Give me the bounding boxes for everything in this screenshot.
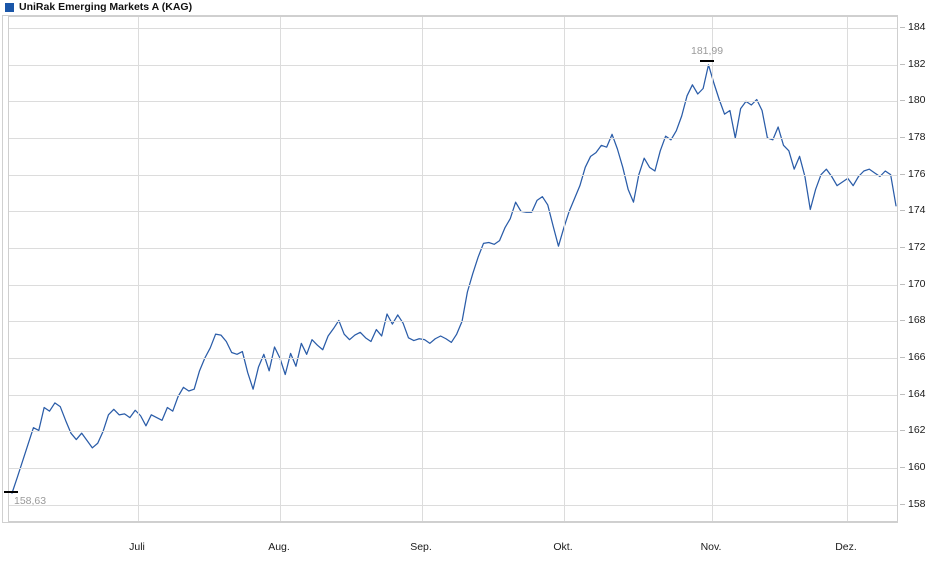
- y-tick-mark: [900, 394, 905, 395]
- gridline-horizontal: [9, 138, 897, 139]
- gridline-horizontal: [9, 285, 897, 286]
- y-tick-mark: [900, 467, 905, 468]
- gridline-vertical: [712, 17, 713, 521]
- gridline-vertical: [422, 17, 423, 521]
- y-axis-tick-label: 184: [908, 21, 926, 33]
- y-axis-tick-label: 176: [908, 168, 926, 180]
- gridline-horizontal: [9, 505, 897, 506]
- y-axis-tick-label: 160: [908, 461, 926, 473]
- x-axis-tick-label: Aug.: [268, 541, 290, 553]
- low-value-label: 158,63: [14, 495, 47, 507]
- gridline-vertical: [847, 17, 848, 521]
- y-axis-tick-label: 168: [908, 314, 926, 326]
- y-tick-mark: [900, 100, 905, 101]
- low-marker-icon: [4, 491, 18, 494]
- plot-area[interactable]: [8, 16, 898, 522]
- series-line-unirak: [11, 64, 897, 494]
- y-tick-mark: [900, 174, 905, 175]
- gridline-horizontal: [9, 28, 897, 29]
- gridline-horizontal: [9, 175, 897, 176]
- gridline-horizontal: [9, 321, 897, 322]
- gridline-vertical: [138, 17, 139, 521]
- gridline-horizontal: [9, 431, 897, 432]
- y-axis: 184 182 180 178 176 174 172 170 168 166 164 162 160 1…: [900, 15, 940, 525]
- y-axis-tick-label: 180: [908, 94, 926, 106]
- chart-legend: UniRak Emerging Markets A (KAG): [5, 1, 192, 14]
- y-tick-mark: [900, 210, 905, 211]
- high-value-label: 181,99: [691, 45, 724, 57]
- gridline-vertical: [564, 17, 565, 521]
- gridline-horizontal: [9, 211, 897, 212]
- y-tick-mark: [900, 357, 905, 358]
- y-tick-mark: [900, 504, 905, 505]
- y-axis-tick-label: 182: [908, 58, 926, 70]
- y-axis-tick-label: 170: [908, 278, 926, 290]
- high-marker-icon: [700, 59, 715, 62]
- gridline-horizontal: [9, 101, 897, 102]
- price-series: [11, 64, 897, 494]
- legend-color-swatch-icon: [5, 3, 14, 12]
- y-tick-mark: [900, 247, 905, 248]
- gridline-vertical: [280, 17, 281, 521]
- gridline-horizontal: [9, 468, 897, 469]
- x-axis-tick-label: Juli: [129, 541, 145, 553]
- gridline-horizontal: [9, 358, 897, 359]
- gridline-horizontal: [9, 65, 897, 66]
- y-axis-tick-label: 178: [908, 131, 926, 143]
- x-axis-tick-label: Dez.: [835, 541, 857, 553]
- x-axis-tick-label: Sep.: [410, 541, 432, 553]
- y-tick-mark: [900, 430, 905, 431]
- y-axis-tick-label: 162: [908, 424, 926, 436]
- x-axis-tick-label: Okt.: [553, 541, 573, 553]
- y-axis-tick-label: 172: [908, 241, 926, 253]
- x-axis: Juli Aug. Sep. Okt. Nov. Dez.: [0, 523, 940, 553]
- chart-title: UniRak Emerging Markets A (KAG): [19, 1, 193, 13]
- x-axis-tick-label: Nov.: [700, 541, 722, 553]
- y-tick-mark: [900, 320, 905, 321]
- y-axis-tick-label: 166: [908, 351, 926, 363]
- y-tick-mark: [900, 137, 905, 138]
- y-tick-mark: [900, 284, 905, 285]
- y-tick-mark: [900, 27, 905, 28]
- gridline-horizontal: [9, 395, 897, 396]
- gridline-horizontal: [9, 248, 897, 249]
- y-tick-mark: [900, 64, 905, 65]
- y-axis-tick-label: 158: [908, 498, 926, 510]
- y-axis-tick-label: 174: [908, 204, 926, 216]
- y-axis-tick-label: 164: [908, 388, 926, 400]
